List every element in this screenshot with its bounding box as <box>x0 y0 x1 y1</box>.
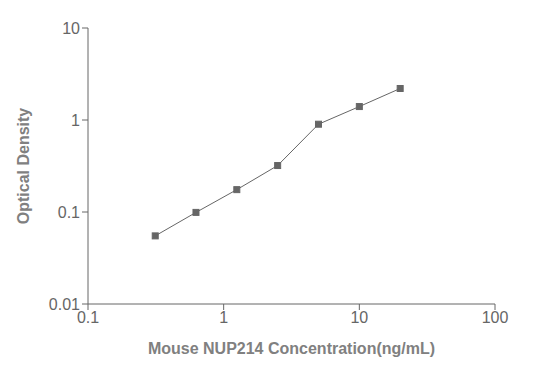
svg-text:1: 1 <box>219 309 228 326</box>
svg-text:Mouse NUP214 Concentration(ng/: Mouse NUP214 Concentration(ng/mL) <box>148 340 435 357</box>
svg-text:0.1: 0.1 <box>58 204 80 221</box>
svg-text:Optical Density: Optical Density <box>15 108 32 225</box>
svg-text:0.1: 0.1 <box>77 309 99 326</box>
svg-text:0.01: 0.01 <box>49 296 80 313</box>
svg-text:100: 100 <box>482 309 509 326</box>
svg-text:1: 1 <box>71 112 80 129</box>
svg-text:10: 10 <box>350 309 368 326</box>
svg-text:10: 10 <box>62 20 80 37</box>
